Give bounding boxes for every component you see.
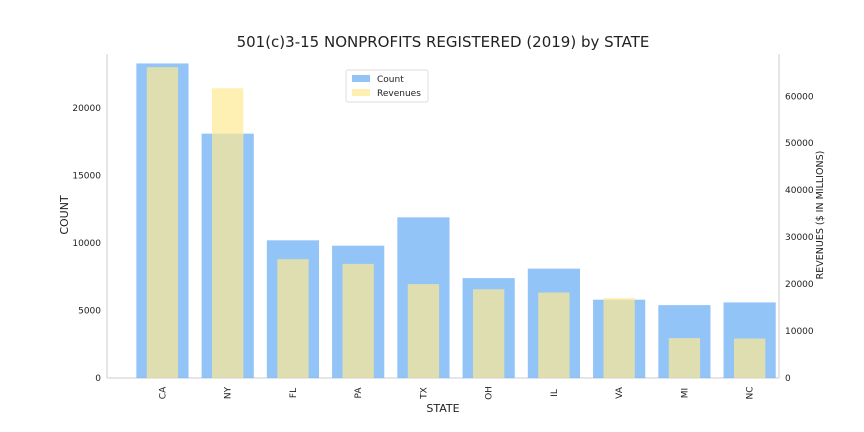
y-tick-left-label: 0: [95, 374, 101, 384]
chart-title: 501(c)3-15 NONPROFITS REGISTERED (2019) …: [237, 33, 650, 51]
bar-revenues-tx: [407, 284, 440, 378]
y-axis-label-left: COUNT: [58, 195, 71, 235]
bar-revenues-fl: [277, 259, 309, 378]
bar-revenues-il: [538, 292, 570, 378]
y-tick-left-label: 5000: [78, 307, 101, 317]
x-tick-label-mi: MI: [680, 388, 690, 398]
y-tick-right-label: 50000: [785, 139, 814, 149]
x-tick-label-oh: OH: [485, 386, 495, 400]
bar-revenues-oh: [473, 289, 505, 378]
x-tick-label-tx: TX: [419, 387, 429, 400]
y-tick-right-label: 20000: [785, 280, 814, 290]
y-tick-right-label: 40000: [785, 186, 814, 196]
x-tick-label-nc: NC: [746, 386, 756, 399]
bar-revenues-ny: [212, 88, 244, 378]
x-axis-label: STATE: [426, 402, 459, 415]
y-tick-left-label: 10000: [72, 239, 101, 249]
legend-label-count: Count: [377, 75, 404, 85]
y-tick-left-label: 15000: [72, 172, 101, 182]
plot-area: 0 5000 10000 15000 20000 0 10000 20000 30000 4000…: [72, 54, 814, 400]
y-tick-right-label: 10000: [785, 327, 814, 337]
bar-revenues-mi: [668, 338, 701, 378]
legend-label-revenues: Revenues: [377, 89, 421, 99]
y-tick-right-label: 30000: [785, 233, 814, 243]
x-tick-label-ny: NY: [224, 386, 234, 399]
bar-revenues-va: [603, 298, 635, 378]
x-tick-label-va: VA: [615, 386, 625, 399]
legend-swatch-count: [352, 75, 370, 82]
x-tick-label-pa: PA: [354, 387, 364, 399]
bar-revenues-ca: [146, 67, 179, 378]
y-tick-left-label: 20000: [72, 104, 101, 114]
y-axis-label-right: REVENUES ($ IN MILLIONS): [815, 151, 826, 280]
bar-revenues-pa: [342, 263, 374, 378]
y-tick-right-label: 60000: [785, 92, 814, 102]
bar-revenues-nc: [733, 338, 766, 378]
x-tick-label-fl: FL: [289, 388, 299, 398]
x-tick-label-ca: CA: [158, 386, 168, 399]
legend-swatch-revenues: [352, 89, 370, 96]
x-tick-label-il: IL: [550, 389, 560, 397]
y-tick-right-label: 0: [785, 374, 791, 384]
